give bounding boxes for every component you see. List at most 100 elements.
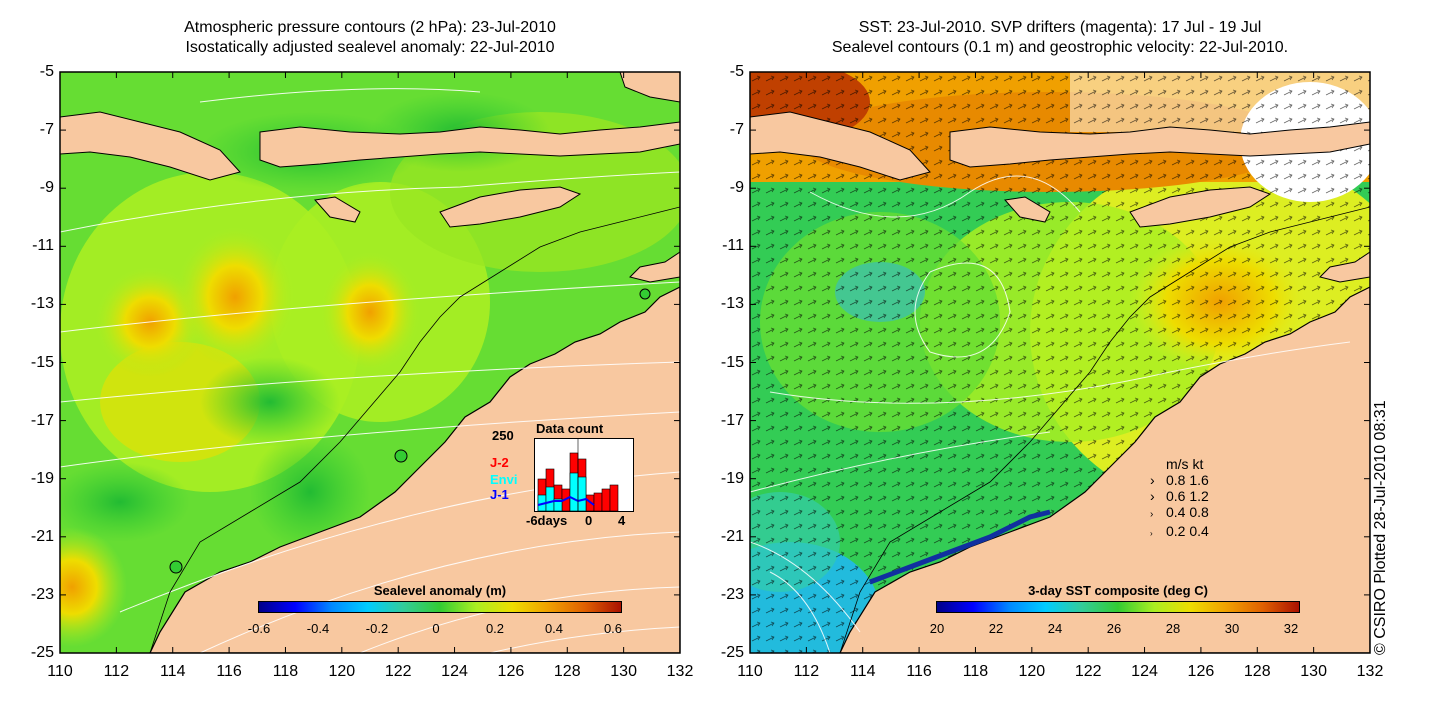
colorbar-tick-label: -0.6 (247, 621, 271, 636)
y-tick-label: -11 (32, 237, 54, 255)
y-tick-label: -17 (720, 411, 744, 429)
legend-envi: Envi (490, 472, 518, 487)
y-tick-label: -25 (30, 644, 54, 661)
velocity-legend-row: › 0.8 1.6 (1150, 472, 1209, 488)
sst-colorbar-gradient (936, 601, 1300, 613)
x-tick-label: 132 (1356, 663, 1384, 680)
y-tick-label: -7 (729, 121, 744, 139)
tide-gauge-marker (169, 560, 183, 574)
x-tick-label: 110 (47, 663, 73, 680)
velocity-legend-row: › 0.4 0.8 (1150, 504, 1209, 523)
velocity-legend-header: m/s kt (1166, 456, 1204, 472)
colorbar-tick-label: 20 (929, 621, 945, 636)
colorbar-tick-label: 0 (432, 621, 440, 636)
arrow-icon: › (1150, 509, 1154, 520)
inset-xtick-zero: 0 (585, 513, 593, 528)
x-tick-label: 128 (553, 663, 581, 680)
x-tick-label: 112 (793, 663, 820, 680)
y-tick-label: -13 (720, 295, 744, 313)
colorbar-tick-label: 22 (988, 621, 1004, 636)
y-tick-label: -7 (39, 121, 54, 139)
x-tick-label: 120 (1018, 663, 1046, 680)
right-map-title: SST: 23-Jul-2010. SVP drifters (magenta)… (750, 18, 1370, 58)
tide-gauge-marker (639, 288, 651, 300)
colorbar-tick-label: -0.4 (306, 621, 330, 636)
colorbar-tick-label: 0.4 (544, 621, 564, 636)
sealevel-anomaly-map (60, 72, 680, 653)
line-j1 (537, 495, 595, 506)
x-tick-label: 122 (384, 663, 412, 680)
sst-colorbar-title: 3-day SST composite (deg C) (1028, 583, 1208, 598)
inset-xtick-end: 4 (618, 513, 626, 528)
x-tick-label: 130 (1300, 663, 1327, 680)
y-tick-label: -25 (720, 644, 744, 661)
y-tick-label: -17 (30, 411, 54, 429)
colorbar-tick-label: 26 (1106, 621, 1122, 636)
right-title-line2: Sealevel contours (0.1 m) and geostrophi… (831, 39, 1289, 56)
colorbar-tick-label: 28 (1165, 621, 1181, 636)
x-tick-label: 120 (328, 663, 356, 680)
x-tick-label: 118 (272, 663, 299, 680)
legend-j2: J-2 (490, 455, 509, 470)
sst-field (750, 72, 1370, 653)
x-tick-label: 124 (1131, 663, 1158, 680)
x-tick-label: 112 (103, 663, 130, 680)
arrow-icon: › (1150, 472, 1155, 488)
colorbar-tick-label: -0.2 (365, 621, 389, 636)
colorbar-tick-label: 30 (1224, 621, 1240, 636)
x-tick-label: 132 (666, 663, 694, 680)
x-tick-label: 128 (1243, 663, 1271, 680)
plot-credit: © CSIRO Plotted 28-Jul-2010 08:31 (1372, 400, 1389, 655)
data-count-bars (537, 439, 619, 512)
y-tick-label: -5 (39, 63, 54, 80)
x-tick-label: 114 (849, 663, 876, 680)
sealevel-colorbar-title: Sealevel anomaly (m) (373, 583, 507, 598)
y-tick-label: -15 (720, 353, 744, 371)
tide-gauge-marker (394, 449, 408, 463)
y-tick-label: -13 (30, 295, 54, 313)
y-tick-label: -5 (729, 63, 744, 80)
x-tick-label: 126 (497, 663, 525, 680)
colorbar-tick-label: 0.2 (485, 621, 505, 636)
left-title-line2: Isostatically adjusted sealevel anomaly:… (185, 39, 555, 56)
legend-j1: J-1 (490, 487, 509, 502)
y-tick-label: -9 (729, 179, 744, 197)
x-tick-label: 126 (1187, 663, 1215, 680)
data-count-ymax: 250 (492, 428, 514, 443)
velocity-legend-row: › 0.6 1.2 (1150, 488, 1209, 504)
x-tick-label: 114 (159, 663, 186, 680)
arrow-icon: › (1150, 529, 1153, 538)
sealevel-anomaly-field (60, 72, 680, 653)
sst-map (750, 72, 1370, 653)
inset-xtick-start: -6days (526, 513, 568, 528)
y-tick-label: -9 (39, 179, 54, 197)
velocity-legend: m/s kt › 0.8 1.6 › 0.6 1.2 › 0.4 0.8 › 0.2 0… (1150, 456, 1209, 542)
y-tick-label: -21 (720, 527, 744, 545)
sealevel-colorbar-gradient (258, 601, 622, 613)
left-map-title: Atmospheric pressure contours (2 hPa): 2… (60, 18, 680, 58)
x-tick-label: 118 (962, 663, 989, 680)
y-tick-label: -15 (30, 353, 54, 371)
colorbar-tick-label: 24 (1047, 621, 1063, 636)
left-title-line1: Atmospheric pressure contours (2 hPa): 2… (184, 19, 556, 36)
arrow-icon: › (1150, 488, 1155, 504)
x-tick-label: 130 (610, 663, 637, 680)
x-tick-label: 116 (216, 663, 242, 680)
y-tick-label: -21 (30, 527, 54, 545)
data-count-plot (534, 438, 634, 512)
y-tick-label: -11 (722, 237, 744, 255)
colorbar-tick-label: 0.6 (603, 621, 623, 636)
y-tick-label: -23 (720, 585, 744, 603)
y-tick-label: -23 (30, 585, 54, 603)
data-count-title: Data count (536, 421, 604, 436)
x-tick-label: 122 (1074, 663, 1102, 680)
y-tick-label: -19 (30, 469, 54, 487)
x-tick-label: 110 (737, 663, 763, 680)
x-tick-label: 124 (441, 663, 468, 680)
x-tick-label: 116 (906, 663, 932, 680)
right-title-line1: SST: 23-Jul-2010. SVP drifters (magenta)… (858, 19, 1262, 36)
y-tick-label: -19 (720, 469, 744, 487)
velocity-legend-row: › 0.2 0.4 (1150, 523, 1209, 542)
